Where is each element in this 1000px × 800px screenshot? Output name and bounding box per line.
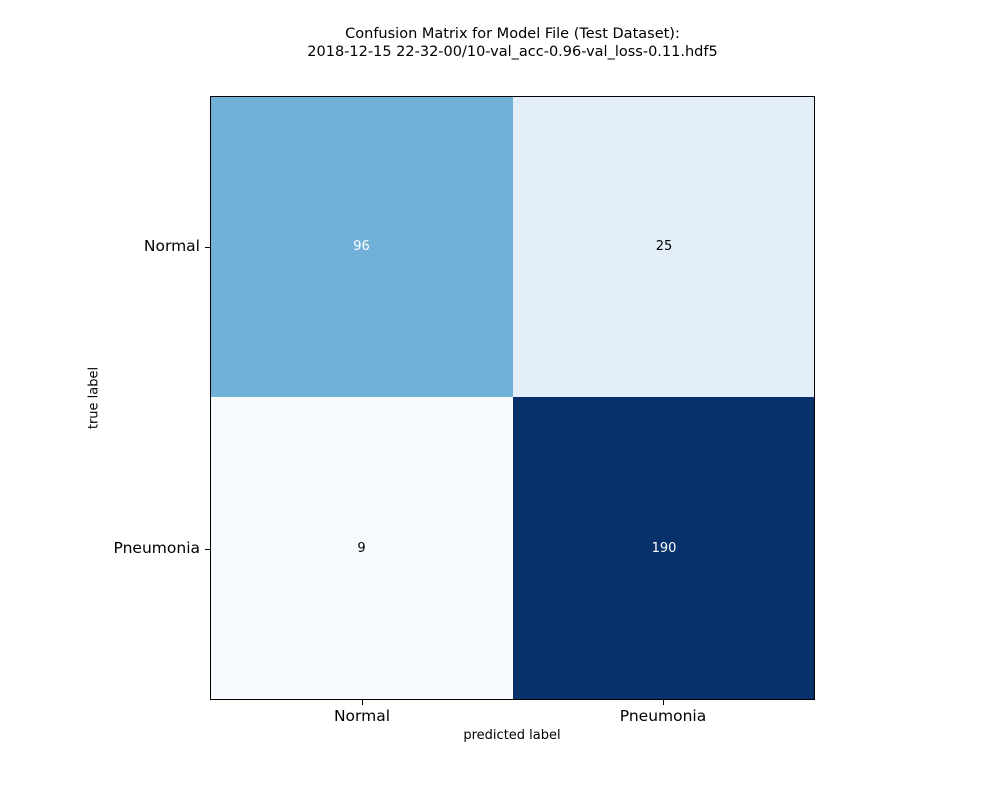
x-axis-label: predicted label: [463, 728, 561, 743]
x-tick-label-normal: Normal: [333, 707, 391, 725]
y-tick-mark: [205, 549, 210, 550]
cell-value: 190: [651, 541, 677, 556]
x-tick-mark: [362, 700, 363, 705]
x-tick-mark: [663, 700, 664, 705]
x-tick-label-pneumonia: Pneumonia: [619, 707, 707, 725]
y-tick-mark: [205, 247, 210, 248]
matrix-cell-normal-normal: 96: [210, 96, 513, 397]
chart-title-line-2: 2018-12-15 22-32-00/10-val_acc-0.96-val_…: [307, 44, 718, 60]
confusion-matrix-plot: 96 25 9 190: [210, 96, 815, 700]
cell-value: 96: [353, 239, 370, 254]
y-axis-label: true label: [86, 366, 102, 430]
y-tick-label-normal: Normal: [143, 237, 200, 255]
matrix-cell-pneumonia-normal: 9: [210, 397, 513, 700]
cell-value: 9: [357, 541, 366, 556]
y-tick-label-pneumonia: Pneumonia: [113, 539, 200, 557]
chart-title-line-1: Confusion Matrix for Model File (Test Da…: [345, 26, 680, 42]
matrix-cell-normal-pneumonia: 25: [513, 96, 815, 397]
chart-title: Confusion Matrix for Model File (Test Da…: [0, 25, 1000, 61]
cell-value: 25: [655, 239, 673, 254]
matrix-cell-pneumonia-pneumonia: 190: [513, 397, 815, 700]
